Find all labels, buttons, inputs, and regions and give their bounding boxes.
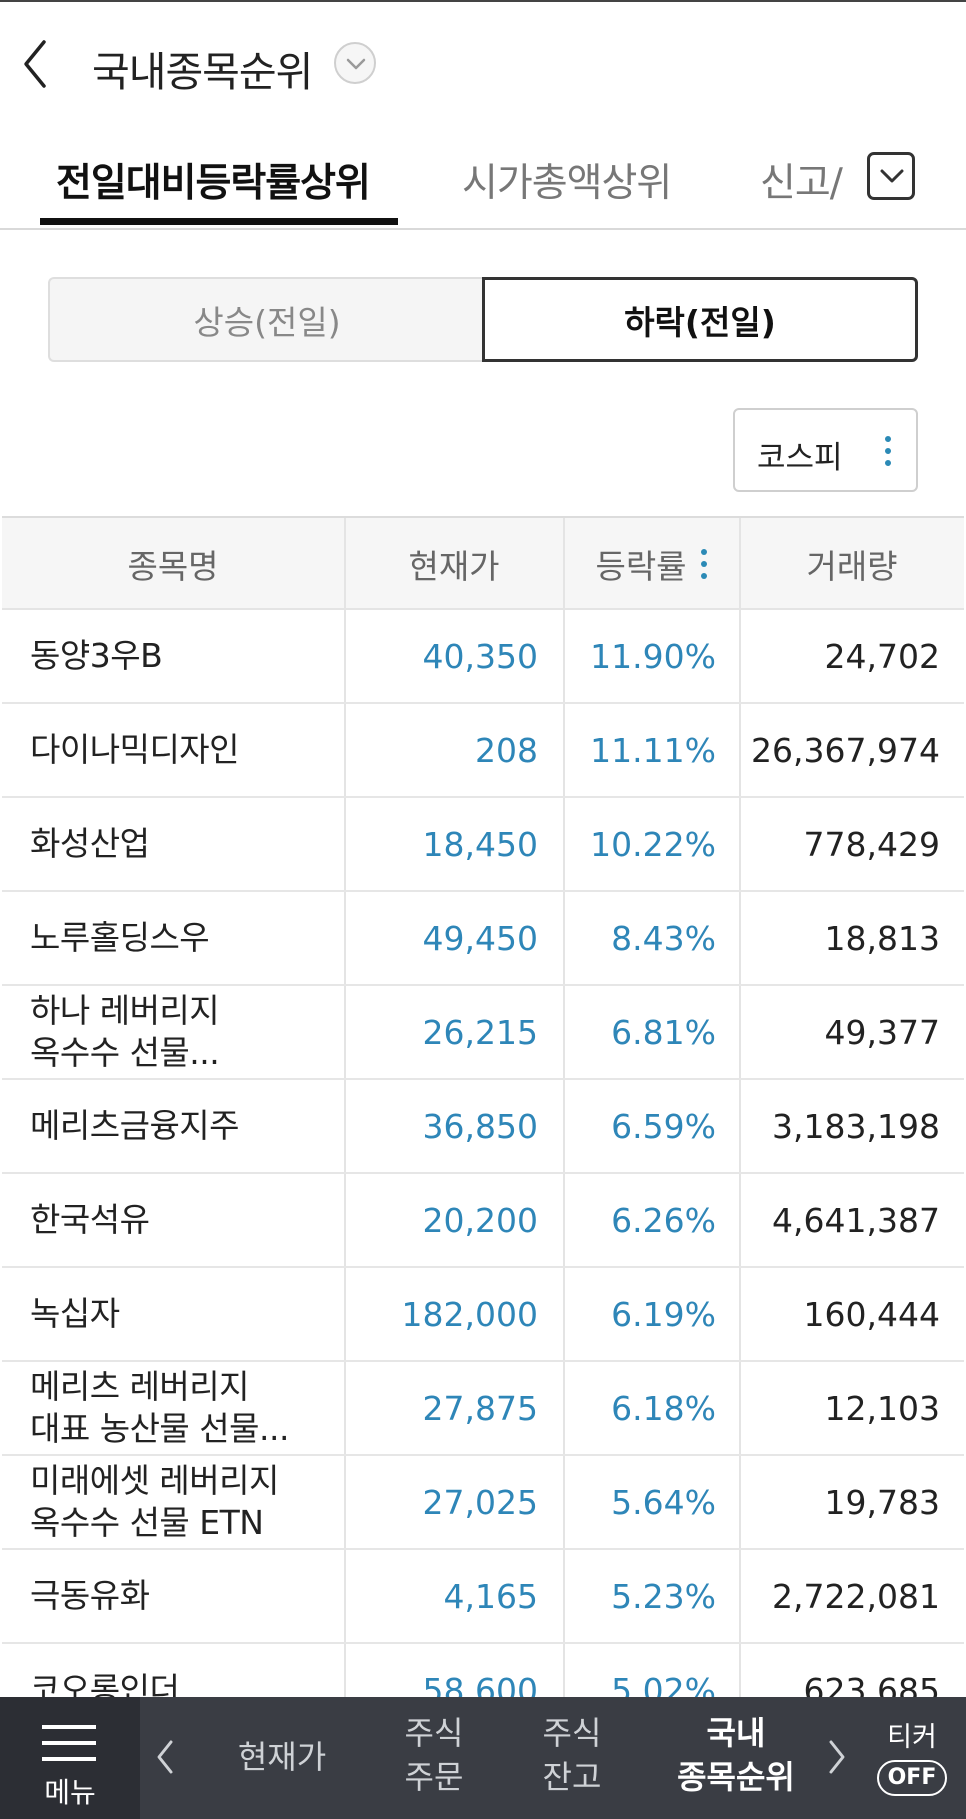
ticker-toggle[interactable]: 티커 OFF [872, 1715, 952, 1796]
change-rate: 6.26% [611, 1200, 716, 1240]
table-row[interactable]: 노루홀딩스우 49,450 8.43% 18,813 [2, 892, 964, 986]
stock-name: 화성산업 [30, 824, 150, 863]
nav-item-stock-order[interactable]: 주식 주문 [404, 1714, 464, 1796]
stock-name: 동양3우B [30, 636, 163, 675]
ticker-state: OFF [877, 1760, 947, 1796]
tab-bar: 전일대비등락률상위 시가총액상위 신고/ [0, 122, 966, 230]
table-header: 종목명 현재가 등락률 거래량 [2, 516, 964, 610]
trade-volume: 19,783 [824, 1482, 940, 1522]
market-select[interactable]: 코스피 [733, 408, 918, 492]
trade-volume: 49,377 [824, 1012, 940, 1052]
current-price: 40,350 [422, 636, 538, 676]
back-chevron-icon[interactable] [18, 36, 58, 92]
table-row[interactable]: 하나 레버리지 옥수수 선물... 26,215 6.81% 49,377 [2, 986, 964, 1080]
ranking-table: 종목명 현재가 등락률 거래량 동양3우B 40,350 11.90% 24,702 다… [2, 516, 964, 1738]
table-row[interactable]: 화성산업 18,450 10.22% 778,429 [2, 798, 964, 892]
change-rate: 5.23% [611, 1576, 716, 1616]
stock-name: 다이나믹디자인 [30, 730, 240, 769]
column-header-name: 종목명 [127, 547, 219, 586]
rise-button[interactable]: 상승(전일) [48, 277, 484, 362]
current-price: 20,200 [422, 1200, 538, 1240]
change-rate: 6.18% [611, 1388, 716, 1428]
change-rate: 6.19% [611, 1294, 716, 1334]
title-dropdown-button[interactable] [334, 42, 376, 84]
stock-name: 노루홀딩스우 [30, 918, 210, 957]
current-price: 49,450 [422, 918, 538, 958]
tab-new-high-low[interactable]: 신고/ [760, 161, 843, 206]
stock-name: 한국석유 [30, 1200, 150, 1239]
menu-button[interactable]: 메뉴 [0, 1697, 140, 1819]
chevron-down-icon [346, 58, 366, 70]
current-price: 26,215 [422, 1012, 538, 1052]
table-body: 동양3우B 40,350 11.90% 24,702 다이나믹디자인 208 11.11% 2… [2, 610, 964, 1738]
chevron-right-icon[interactable] [826, 1737, 848, 1777]
trade-volume: 778,429 [803, 824, 940, 864]
trade-volume: 12,103 [824, 1388, 940, 1428]
column-header-rate[interactable]: 등락률 [564, 518, 740, 610]
trade-volume: 24,702 [824, 636, 940, 676]
table-row[interactable]: 미래에셋 레버리지 옥수수 선물 ETN 27,025 5.64% 19,783 [2, 1456, 964, 1550]
kebab-icon [885, 436, 893, 470]
table-row[interactable]: 메리츠 레버리지 대표 농산물 선물... 27,875 6.18% 12,103 [2, 1362, 964, 1456]
column-header-volume: 거래량 [806, 547, 898, 586]
table-row[interactable]: 다이나믹디자인 208 11.11% 26,367,974 [2, 704, 964, 798]
rise-fall-toggle: 상승(전일) 하락(전일) [48, 277, 918, 362]
stock-name: 메리츠 레버리지 대표 농산물 선물... [30, 1367, 289, 1448]
change-rate: 11.90% [590, 636, 716, 676]
current-price: 18,450 [422, 824, 538, 864]
table-row[interactable]: 동양3우B 40,350 11.90% 24,702 [2, 610, 964, 704]
trade-volume: 2,722,081 [772, 1576, 940, 1616]
change-rate: 8.43% [611, 918, 716, 958]
stock-name: 극동유화 [30, 1576, 150, 1615]
current-price: 36,850 [422, 1106, 538, 1146]
stock-name: 녹십자 [30, 1294, 120, 1333]
bottom-nav: 메뉴 현재가 주식 주문 주식 잔고 국내 종목순위 티커 OFF [0, 1697, 966, 1819]
table-row[interactable]: 메리츠금융지주 36,850 6.59% 3,183,198 [2, 1080, 964, 1174]
column-header-rate-label: 등락률 [595, 547, 687, 586]
trade-volume: 3,183,198 [772, 1106, 940, 1146]
ticker-label: 티커 [887, 1722, 937, 1753]
nav-item-current-price[interactable]: 현재가 [237, 1738, 327, 1776]
sort-kebab-icon [700, 549, 709, 579]
current-price: 182,000 [401, 1294, 538, 1334]
page-title: 국내종목순위 [92, 48, 313, 96]
current-price: 4,165 [443, 1576, 538, 1616]
trade-volume: 18,813 [824, 918, 940, 958]
hamburger-icon [42, 1725, 96, 1761]
current-price: 27,875 [422, 1388, 538, 1428]
trade-volume: 160,444 [803, 1294, 940, 1334]
market-selected-value: 코스피 [757, 440, 843, 476]
table-row[interactable]: 녹십자 182,000 6.19% 160,444 [2, 1268, 964, 1362]
stock-name: 미래에셋 레버리지 옥수수 선물 ETN [30, 1461, 279, 1542]
trade-volume: 4,641,387 [772, 1200, 940, 1240]
change-rate: 5.64% [611, 1482, 716, 1522]
change-rate: 6.59% [611, 1106, 716, 1146]
change-rate: 10.22% [590, 824, 716, 864]
active-tab-indicator [40, 218, 398, 225]
header: 국내종목순위 [0, 2, 966, 122]
nav-item-domestic-ranking[interactable]: 국내 종목순위 [677, 1714, 795, 1796]
table-row[interactable]: 극동유화 4,165 5.23% 2,722,081 [2, 1550, 964, 1644]
current-price: 208 [475, 730, 538, 770]
table-row[interactable]: 한국석유 20,200 6.26% 4,641,387 [2, 1174, 964, 1268]
change-rate: 11.11% [590, 730, 716, 770]
trade-volume: 26,367,974 [751, 730, 940, 770]
tab-change-rate-top[interactable]: 전일대비등락률상위 [56, 161, 371, 206]
change-rate: 6.81% [611, 1012, 716, 1052]
column-header-price: 현재가 [408, 547, 500, 586]
stock-name: 메리츠금융지주 [30, 1106, 240, 1145]
tab-market-cap-top[interactable]: 시가총액상위 [462, 161, 672, 206]
nav-item-stock-balance[interactable]: 주식 잔고 [542, 1714, 602, 1796]
current-price: 27,025 [422, 1482, 538, 1522]
menu-label: 메뉴 [44, 1776, 96, 1809]
top-border [0, 0, 966, 2]
chevron-left-icon[interactable] [154, 1737, 176, 1777]
stock-name: 하나 레버리지 옥수수 선물... [30, 991, 220, 1072]
tabs-more-button[interactable] [867, 152, 915, 200]
fall-button[interactable]: 하락(전일) [482, 277, 918, 362]
chevron-down-icon [880, 169, 904, 183]
